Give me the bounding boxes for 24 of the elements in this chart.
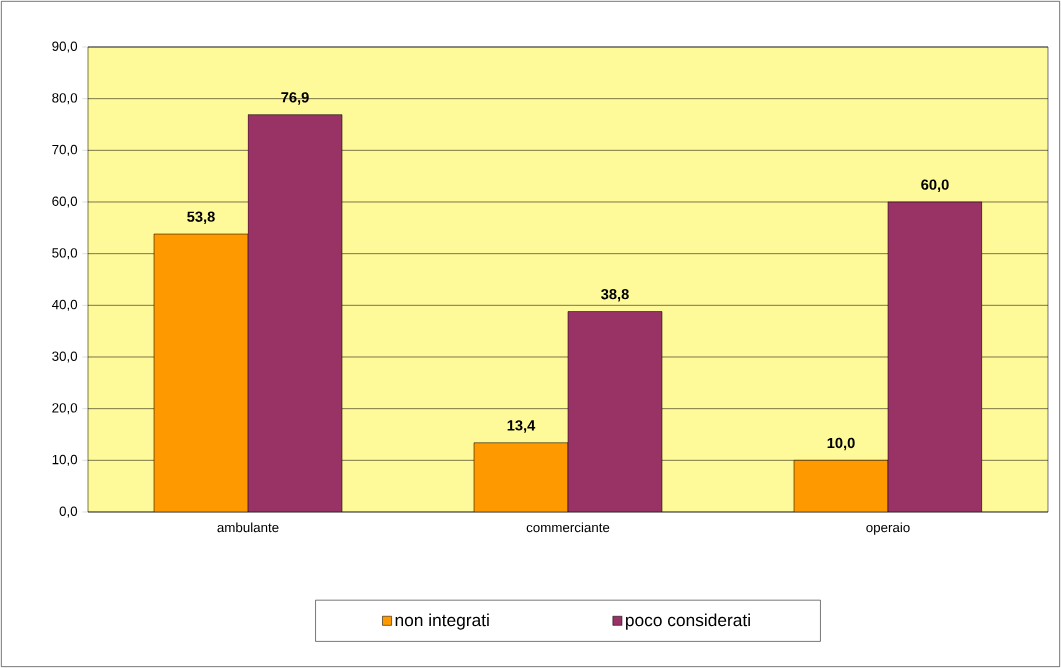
data-label: 60,0 bbox=[921, 179, 949, 192]
bar bbox=[473, 442, 569, 512]
bar bbox=[153, 233, 249, 512]
y-tick-label: 20,0 bbox=[52, 403, 78, 415]
data-label: 76,9 bbox=[281, 92, 309, 105]
y-tick-label: 10,0 bbox=[52, 454, 78, 466]
x-tick-label: commerciante bbox=[526, 522, 610, 533]
data-label: 10,0 bbox=[827, 437, 855, 451]
y-tick-label: 0,0 bbox=[59, 506, 78, 518]
y-tick-label: 30,0 bbox=[52, 351, 78, 363]
y-tick-label: 50,0 bbox=[52, 248, 78, 260]
y-tick-label: 80,0 bbox=[52, 93, 78, 105]
legend-label: poco considerati bbox=[626, 613, 750, 630]
y-tick-label: 90,0 bbox=[52, 41, 78, 53]
bar bbox=[793, 460, 889, 512]
data-label: 53,8 bbox=[187, 211, 215, 224]
y-tick-label: 40,0 bbox=[51, 299, 78, 311]
data-label: 38,8 bbox=[601, 288, 629, 302]
data-label: 13,4 bbox=[507, 420, 536, 433]
y-tick-label: 60,0 bbox=[52, 196, 78, 208]
y-tick-label: 70,0 bbox=[52, 144, 78, 156]
x-tick-label: operaio bbox=[866, 522, 910, 535]
legend-label: non integrati bbox=[395, 613, 489, 630]
x-tick-label: ambulante bbox=[217, 522, 279, 533]
